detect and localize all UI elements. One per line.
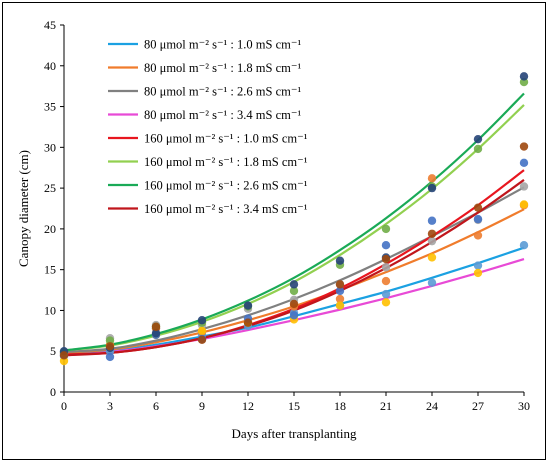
- data-point-series-7: [473, 134, 483, 144]
- y-tick-label: 35: [44, 100, 56, 114]
- data-point-series-3: [381, 263, 391, 272]
- x-tick-label: 30: [518, 399, 530, 413]
- data-point-series-7: [151, 329, 161, 338]
- data-point-series-4: [197, 326, 207, 336]
- legend-label-series-1: 80 μmol m⁻² s⁻¹ : 1.0 mS cm⁻¹: [144, 38, 301, 52]
- y-tick-label: 20: [44, 222, 56, 236]
- data-point-series-8: [59, 351, 69, 360]
- data-point-series-2: [381, 276, 391, 286]
- data-point-series-6: [473, 144, 483, 154]
- data-point-series-8: [335, 280, 345, 289]
- legend-label-series-3: 80 μmol m⁻² s⁻¹ : 2.6 mS cm⁻¹: [144, 85, 301, 99]
- data-point-series-7: [243, 301, 253, 310]
- data-point-series-5: [335, 286, 345, 296]
- data-point-series-8: [473, 203, 483, 212]
- data-point-series-7: [289, 280, 299, 289]
- legend-label-series-8: 160 μmol m⁻² s⁻¹ : 3.4 mS cm⁻¹: [144, 202, 308, 216]
- legend-label-series-4: 80 μmol m⁻² s⁻¹ : 3.4 mS cm⁻¹: [144, 108, 301, 122]
- x-tick-label: 3: [107, 399, 113, 413]
- tick-labels: 0 5 10 15 20 25 30 35 40 45 0 3 6 9 12 15 18 21 24 27 30: [44, 18, 530, 413]
- x-tick-label: 15: [288, 399, 300, 413]
- data-point-series-2: [427, 174, 437, 183]
- y-tick-label: 5: [50, 344, 56, 358]
- data-point-series-1: [519, 241, 529, 250]
- x-tick-label: 9: [199, 399, 205, 413]
- data-point-series-1: [381, 289, 391, 299]
- data-point-series-3: [519, 182, 529, 191]
- y-tick-label: 0: [50, 385, 56, 399]
- x-tick-label: 6: [153, 399, 159, 413]
- legend: 80 μmol m⁻² s⁻¹ : 1.0 mS cm⁻¹ 80 μmol m⁻²…: [108, 38, 308, 216]
- data-point-series-8: [243, 318, 253, 327]
- data-point-series-3: [427, 236, 437, 246]
- data-point-series-4: [519, 200, 529, 209]
- data-point-series-8: [197, 335, 207, 345]
- x-tick-label: 0: [61, 399, 67, 413]
- data-point-series-1: [473, 261, 483, 270]
- data-point-series-2: [335, 294, 345, 304]
- legend-label-series-7: 160 μmol m⁻² s⁻¹ : 2.6 mS cm⁻¹: [144, 179, 308, 193]
- data-point-series-5: [105, 352, 115, 362]
- legend-label-series-6: 160 μmol m⁻² s⁻¹ : 1.8 mS cm⁻¹: [144, 155, 308, 169]
- data-point-series-1: [427, 278, 437, 287]
- data-point-series-8: [289, 299, 299, 309]
- data-point-series-5: [427, 216, 437, 225]
- data-point-series-4: [381, 298, 391, 307]
- data-point-series-4: [335, 301, 345, 310]
- x-tick-label: 24: [426, 399, 438, 413]
- data-point-series-7: [335, 256, 345, 265]
- data-point-series-7: [519, 72, 529, 81]
- data-point-series-2: [473, 231, 483, 240]
- y-tick-label: 40: [44, 59, 56, 73]
- data-point-series-5: [473, 214, 483, 224]
- data-point-series-6: [381, 224, 391, 234]
- data-point-series-4: [473, 268, 483, 278]
- y-tick-label: 30: [44, 140, 56, 154]
- data-point-series-8: [105, 342, 115, 351]
- data-point-series-8: [381, 254, 391, 264]
- chart-frame: [2, 2, 546, 460]
- x-tick-label: 27: [472, 399, 484, 413]
- legend-label-series-5: 160 μmol m⁻² s⁻¹ : 1.0 mS cm⁻¹: [144, 132, 308, 146]
- data-point-series-5: [519, 158, 529, 168]
- y-axis-title: Canopy diameter (cm): [16, 150, 31, 267]
- x-tick-label: 21: [380, 399, 392, 413]
- y-tick-label: 45: [44, 18, 56, 32]
- data-point-series-8: [519, 142, 529, 151]
- data-point-series-7: [197, 316, 207, 325]
- data-point-series-8: [151, 322, 161, 331]
- trend-line-series-7: [63, 92, 525, 352]
- y-tick-label: 25: [44, 181, 56, 195]
- data-point-series-7: [427, 183, 437, 193]
- y-tick-label: 10: [44, 303, 56, 317]
- y-tick-label: 15: [44, 263, 56, 277]
- data-point-series-6: [289, 286, 299, 296]
- data-point-series-5: [289, 311, 299, 320]
- data-markers: [59, 72, 529, 366]
- data-point-series-4: [427, 253, 437, 262]
- x-axis-title: Days after transplanting: [232, 426, 357, 441]
- x-tick-label: 12: [242, 399, 254, 413]
- data-point-series-8: [427, 229, 437, 238]
- data-point-series-5: [381, 241, 391, 250]
- trend-line-series-5: [63, 169, 525, 356]
- legend-label-series-2: 80 μmol m⁻² s⁻¹ : 1.8 mS cm⁻¹: [144, 61, 301, 75]
- x-tick-label: 18: [334, 399, 346, 413]
